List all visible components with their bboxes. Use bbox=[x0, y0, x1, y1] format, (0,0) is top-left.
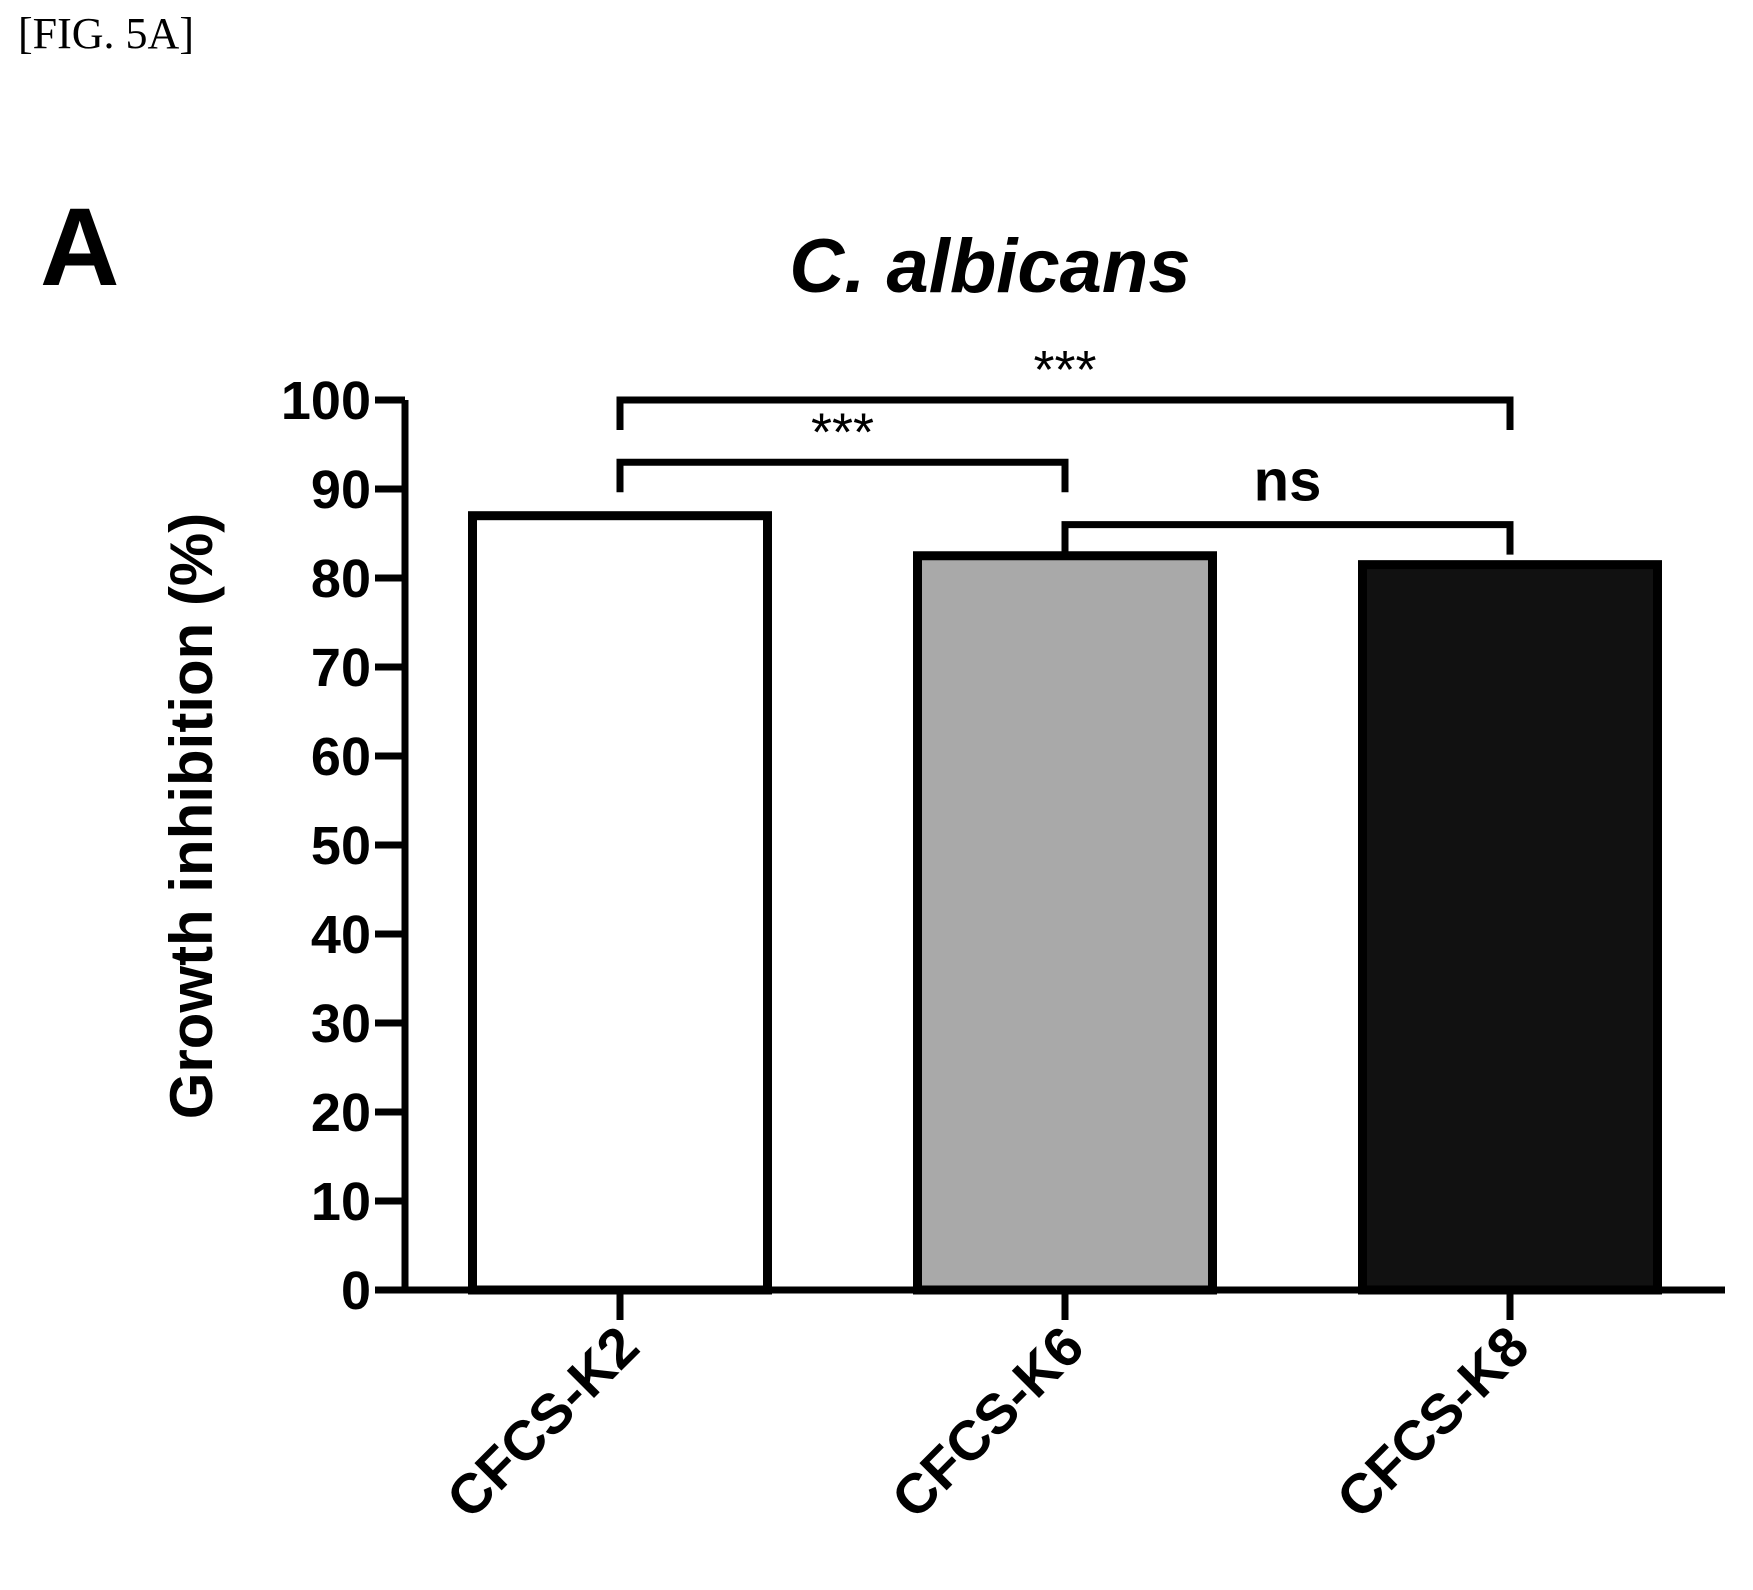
panel-letter: A bbox=[40, 186, 119, 309]
y-tick-label: 40 bbox=[311, 905, 371, 965]
y-tick-label: 100 bbox=[281, 371, 371, 431]
chart-title: C. albicans bbox=[789, 224, 1190, 309]
bar bbox=[468, 511, 772, 1295]
y-tick-label: 70 bbox=[311, 638, 371, 698]
significance-bracket bbox=[616, 396, 1514, 430]
y-tick-label: 0 bbox=[341, 1261, 371, 1321]
plot-area: 0 10 20 30 40 50 60 70 80 90 100 CFCS-K2 CFCS-K6 CFCS… bbox=[281, 340, 1725, 1530]
significance-bracket bbox=[1061, 521, 1514, 555]
significance-label: ns bbox=[1254, 449, 1322, 514]
significance-label: *** bbox=[811, 402, 874, 462]
y-tick-label: 90 bbox=[311, 460, 371, 520]
y-axis-label: Growth inhibition (%) bbox=[158, 513, 225, 1120]
significance-label: *** bbox=[1033, 340, 1096, 400]
y-tick-label: 10 bbox=[311, 1172, 371, 1232]
significance-bracket bbox=[616, 458, 1069, 493]
y-tick-label: 80 bbox=[311, 549, 371, 609]
y-tick-label: 20 bbox=[311, 1083, 371, 1143]
x-tick-label: CFCS-K2 bbox=[434, 1314, 650, 1530]
y-tick-label: 30 bbox=[311, 994, 371, 1054]
y-tick-label: 50 bbox=[311, 816, 371, 876]
y-tick-label: 60 bbox=[311, 727, 371, 787]
bar bbox=[1358, 560, 1662, 1295]
x-tick-label: CFCS-K8 bbox=[1324, 1314, 1540, 1530]
figure-label: [FIG. 5A] bbox=[18, 9, 194, 58]
bar bbox=[913, 551, 1217, 1295]
x-tick-label: CFCS-K6 bbox=[879, 1314, 1095, 1530]
